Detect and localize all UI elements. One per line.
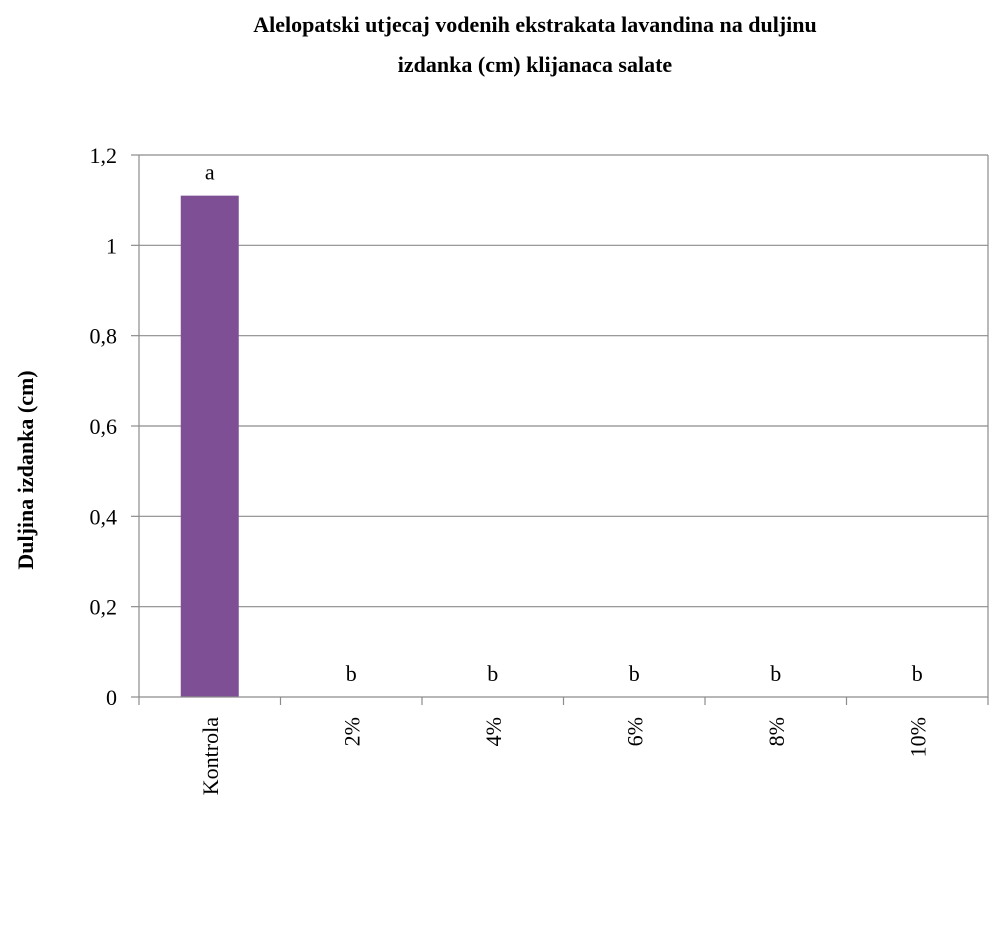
- x-tick-label: 10%: [905, 717, 930, 757]
- bar-kontrola: [180, 195, 239, 697]
- y-tick-label: 0,2: [90, 595, 118, 620]
- x-tick-label: 2%: [339, 717, 364, 746]
- significance-label: b: [912, 661, 923, 686]
- y-tick-label: 1,2: [90, 143, 118, 168]
- x-tick-labels: Kontrola 2% 4% 6% 8% 10%: [198, 717, 931, 795]
- y-tick-label: 0,4: [90, 504, 118, 529]
- significance-label: b: [346, 661, 357, 686]
- x-tick-label: Kontrola: [198, 717, 223, 795]
- significance-label: b: [770, 661, 781, 686]
- y-axis-title: Duljina izdanka (cm): [13, 370, 38, 569]
- chart-title-line-2: izdanka (cm) klijanaca salate: [398, 52, 673, 77]
- x-axis: [138, 696, 989, 705]
- y-tick-label: 0,8: [90, 324, 118, 349]
- chart-title-line-1: Alelopatski utjecaj vodenih ekstrakata l…: [253, 12, 817, 37]
- significance-label: a: [205, 160, 215, 185]
- significance-labels: a b b b b b: [205, 160, 923, 686]
- x-tick-label: 6%: [622, 717, 647, 746]
- y-tick-label: 0,6: [90, 414, 118, 439]
- significance-label: b: [487, 661, 498, 686]
- y-tick-label: 0: [106, 685, 117, 710]
- x-tick-label: 4%: [481, 717, 506, 746]
- gridlines: [131, 154, 989, 698]
- significance-label: b: [629, 661, 640, 686]
- y-tick-label: 1: [106, 233, 117, 258]
- y-tick-labels: 0 0,2 0,4 0,6 0,8 1 1,2: [90, 143, 118, 710]
- bars: [180, 195, 239, 697]
- x-tick-label: 8%: [764, 717, 789, 746]
